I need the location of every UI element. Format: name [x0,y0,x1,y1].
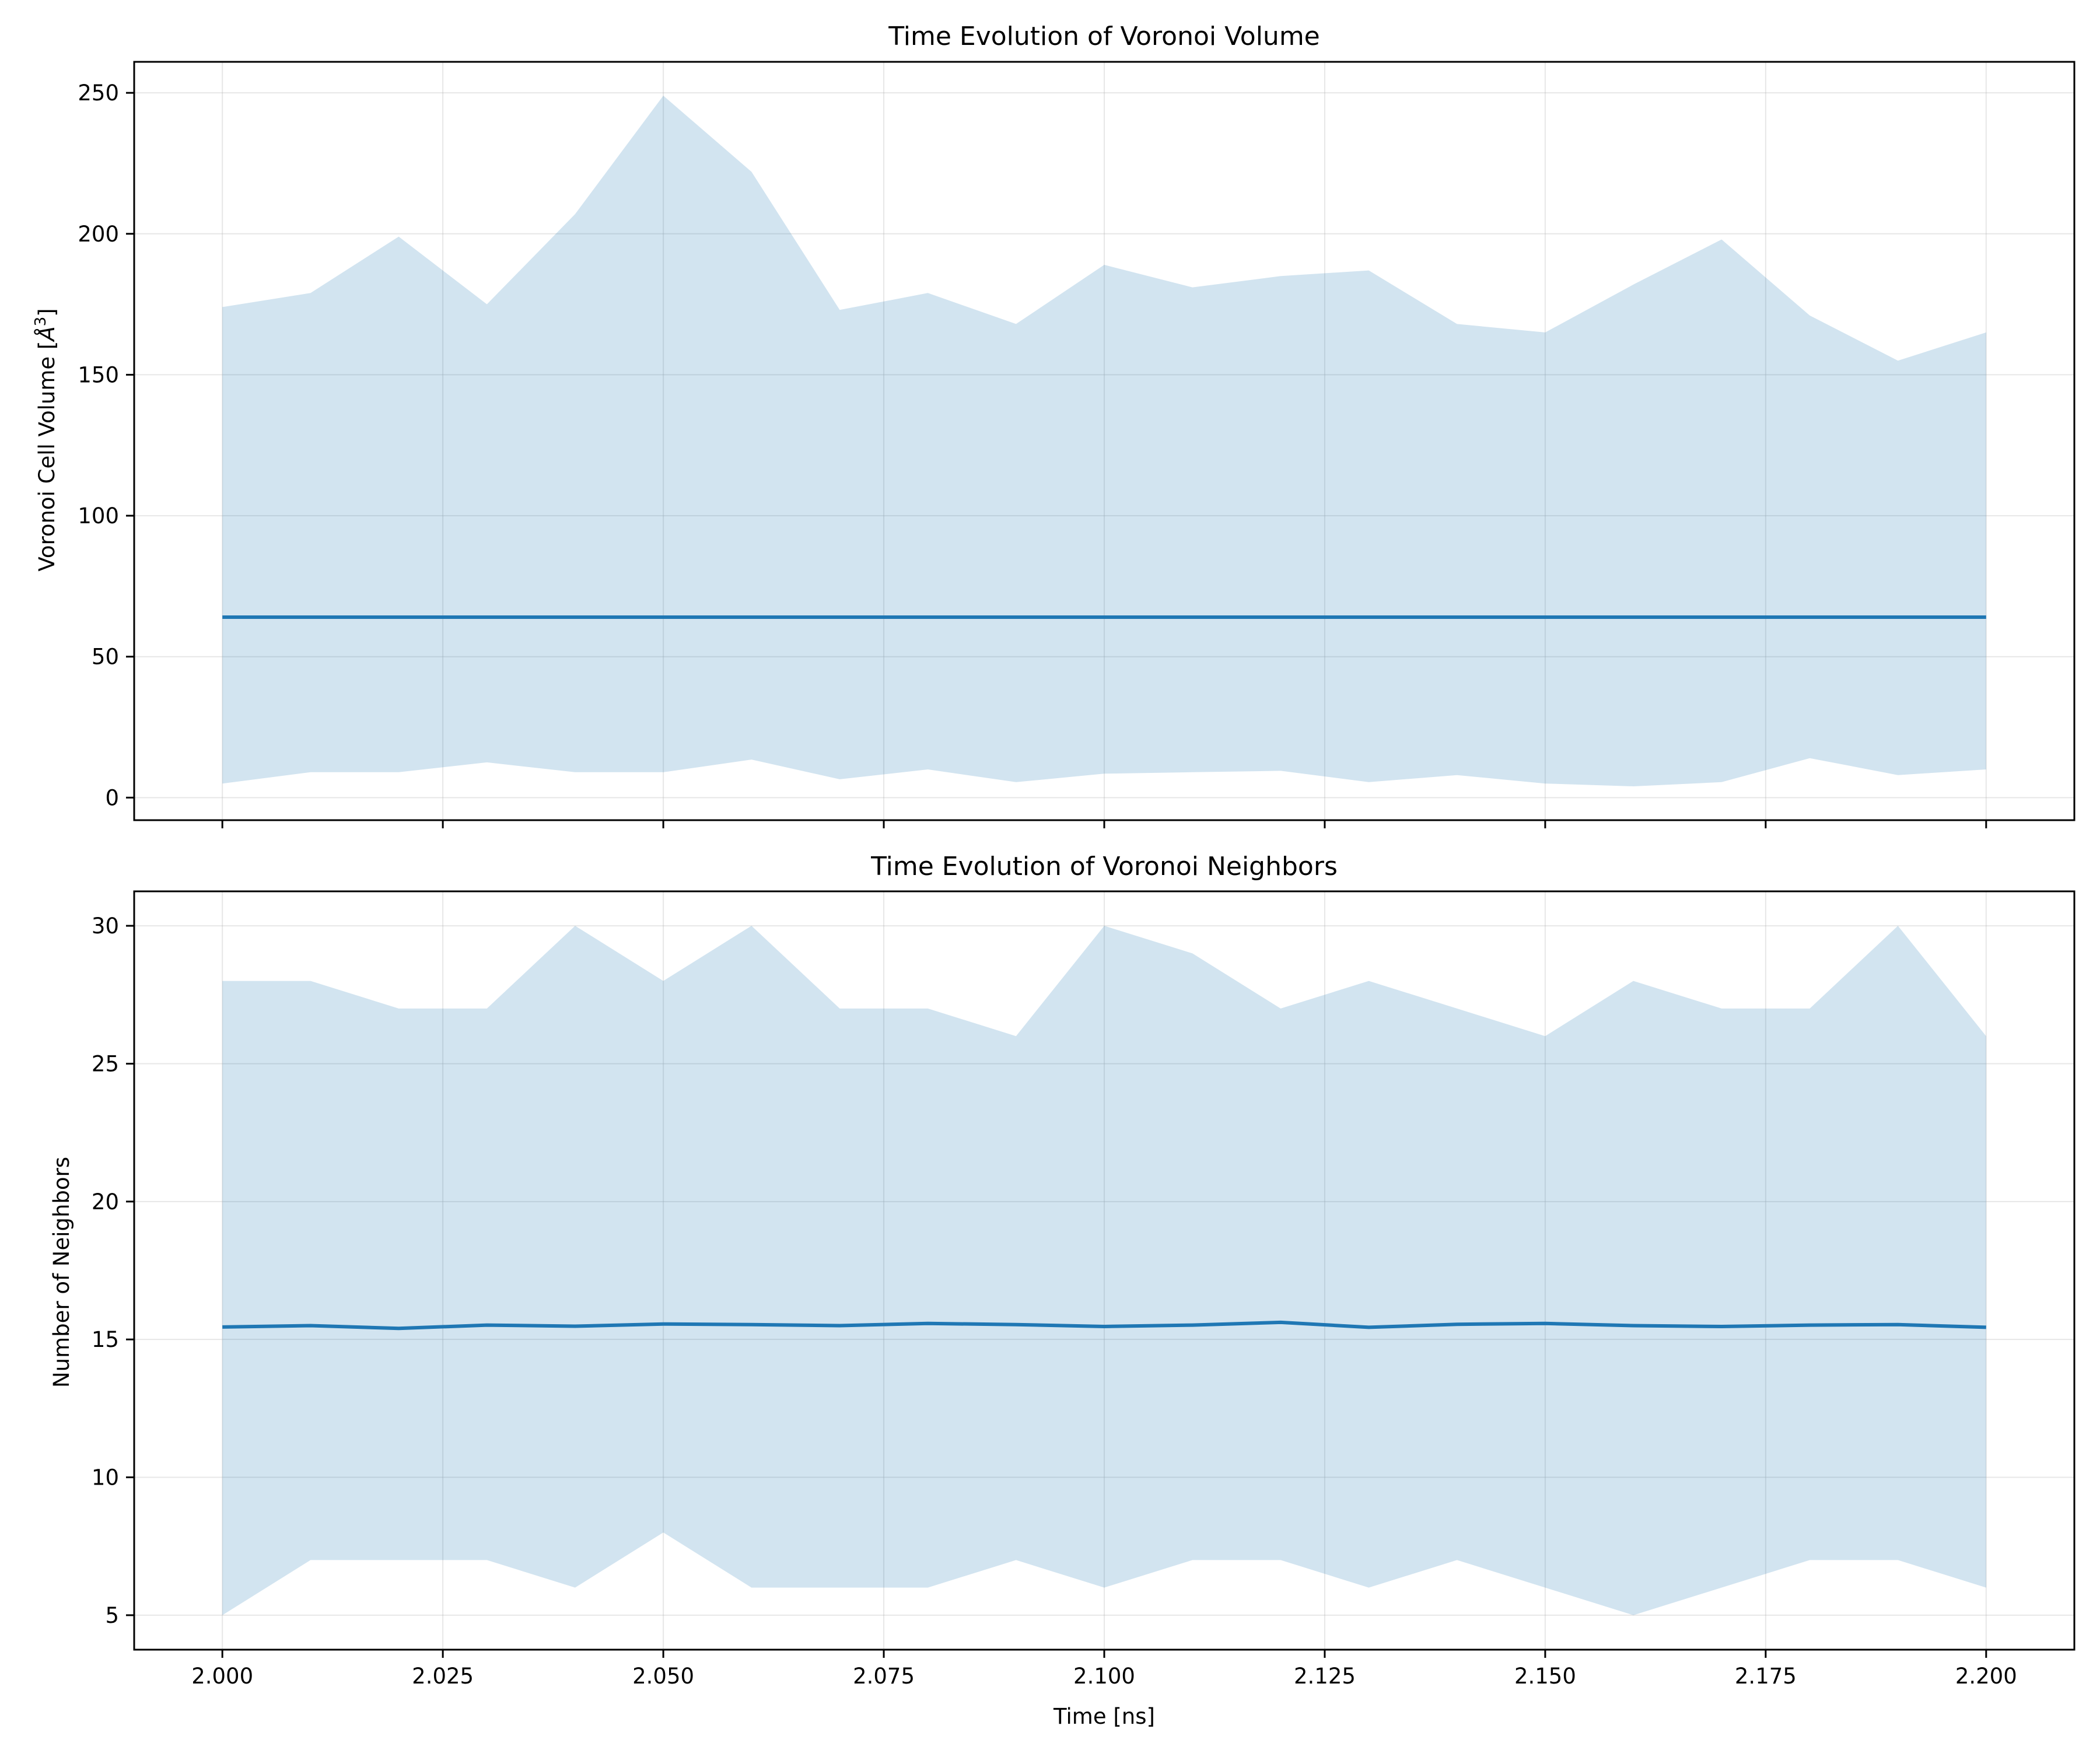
neighbors-band-layer [222,926,1986,1615]
volume-y-tick-label-4: 200 [78,222,119,247]
neighbors-x-tick-label-7: 2.175 [1735,1664,1797,1689]
volume-band-layer [222,96,1986,786]
neighbors-x-tick-label-6: 2.150 [1514,1664,1576,1689]
neighbors-x-tick-label-4: 2.100 [1073,1664,1135,1689]
neighbors-y-tick-label-0: 5 [105,1603,119,1628]
volume-y-tick-label-0: 0 [105,785,119,810]
neighbors-y-tick-label-5: 30 [92,914,119,939]
volume-ticks: 0 50 100 150 200 250 [78,80,1987,828]
neighbors-y-tick-label-4: 25 [92,1051,119,1076]
volume-grid [134,62,2074,820]
neighbors-x-tick-label-2: 2.050 [632,1664,694,1689]
neighbors-x-tick-label-8: 2.200 [1955,1664,2017,1689]
neighbors-ticks: 2.000 2.025 2.050 2.075 2.100 2.125 2.150 2.175… [92,914,2017,1689]
neighbors-panel: 2.000 2.025 2.050 2.075 2.100 2.125 2.150 2.175… [49,852,2076,1729]
volume-chart-title: Time Evolution of Voronoi Volume [888,22,1320,51]
volume-range-band [222,96,1986,786]
neighbors-x-tick-label-1: 2.025 [412,1664,474,1689]
neighbors-grid [134,891,2074,1650]
volume-y-tick-label-3: 150 [78,362,119,387]
neighbors-mean-line [222,1320,1986,1331]
neighbors-x-tick-label-5: 2.125 [1294,1664,1356,1689]
neighbors-x-axis-label: Time [ns] [1053,1704,1155,1729]
volume-panel: 0 50 100 150 200 250 Time Evolution of Vorono… [32,22,2076,828]
volume-y-tick-label-5: 250 [78,80,119,106]
neighbors-range-band [222,926,1986,1615]
volume-y-tick-label-1: 50 [92,645,119,670]
neighbors-y-tick-label-1: 10 [92,1465,119,1490]
neighbors-mean-layer [222,1320,1986,1331]
volume-y-axis-label: Voronoi Cell Volume [Å3] [32,308,60,571]
neighbors-y-tick-label-2: 15 [92,1327,119,1352]
neighbors-y-tick-label-3: 20 [92,1189,119,1214]
volume-y-tick-label-2: 100 [78,503,119,528]
neighbors-chart-title: Time Evolution of Voronoi Neighbors [870,852,1338,881]
neighbors-y-axis-label: Number of Neighbors [49,1157,74,1388]
neighbors-x-tick-label-0: 2.000 [191,1664,253,1689]
neighbors-x-tick-label-3: 2.075 [853,1664,915,1689]
